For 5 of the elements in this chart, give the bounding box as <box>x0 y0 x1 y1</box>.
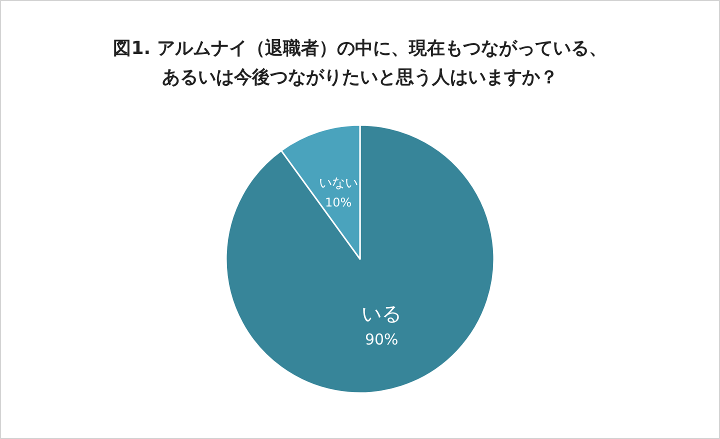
slice-label: いる <box>362 302 402 326</box>
data-label: 90% <box>364 330 398 349</box>
chart-title: 図1. アルムナイ（退職者）の中に、現在もつながっている、あるいは今後つながりたいと思う人はいますか？ <box>113 38 607 88</box>
data-label: 10% <box>325 195 352 210</box>
slice-label: いない <box>318 176 358 191</box>
